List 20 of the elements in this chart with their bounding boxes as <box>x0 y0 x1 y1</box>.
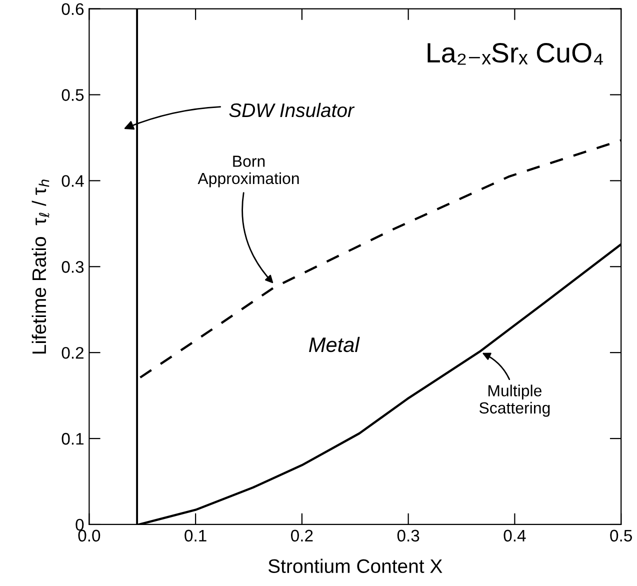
y-tick-label: 0.1 <box>62 432 84 445</box>
y-tick-label: 0 <box>76 518 84 531</box>
text: La₂₋ₓSrₓ CuO₄ <box>428 42 603 65</box>
x-tick-label: 0.1 <box>184 530 206 542</box>
x-tick-label: 0.4 <box>504 530 526 542</box>
annotation: SDW Insulator <box>229 102 355 118</box>
y-axis-title: Lifetime Ratio τ$_{ℓ}$ / τ$_{h}$ <box>32 180 50 354</box>
x-tick-label: 0.5 <box>610 530 632 542</box>
x-tick-label: 0.2 <box>291 530 313 542</box>
annotation: Multiple Scattering <box>479 384 550 417</box>
annotation: Born Approximation <box>198 156 299 188</box>
y-tick-label: 0.2 <box>62 346 84 359</box>
x-axis-title: Strontium Content X <box>268 558 442 574</box>
y-tick-label: 0.4 <box>62 175 84 187</box>
y-tick-label: 0.3 <box>62 261 84 273</box>
x-tick-label: 0.3 <box>397 530 420 542</box>
x-tick-label: 0.0 <box>78 530 100 542</box>
annotation: Metal <box>309 336 360 352</box>
y-tick-label: 0.6 <box>62 3 84 15</box>
y-tick-label: 0.5 <box>62 89 84 101</box>
